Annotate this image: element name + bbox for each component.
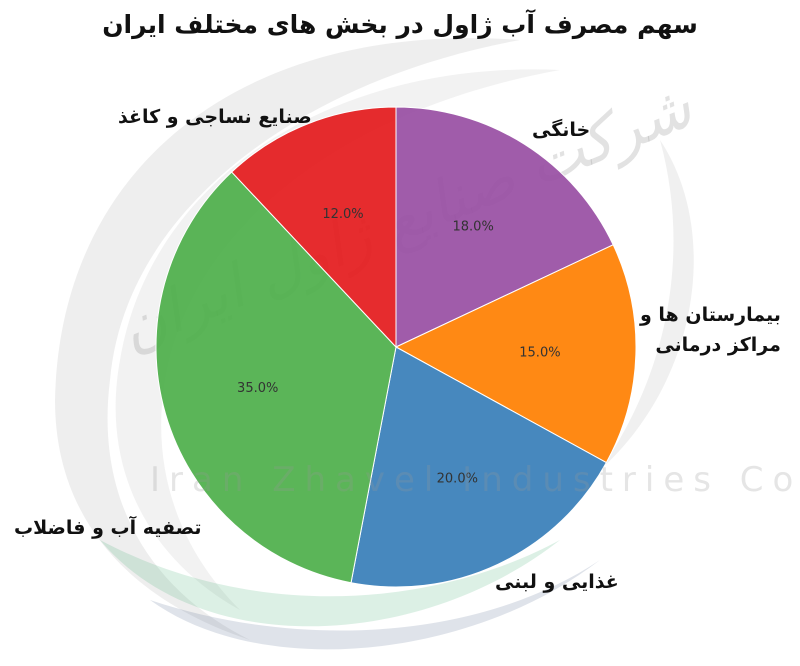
slice-label-hospital: بیمارستان ها و مراکز درمانی xyxy=(640,300,781,361)
slice-label-household: خانگی xyxy=(532,119,591,141)
pie-slice-food xyxy=(350,346,607,588)
slice-label-food: غذایی و لبنی xyxy=(495,571,619,593)
pie-slice-hospital xyxy=(394,244,637,464)
pie-percent-label-water: 35.0% xyxy=(237,381,278,396)
pie-slice-textile xyxy=(231,106,397,349)
chart-title: سهم مصرف آب ژاول در بخش های مختلف ایران xyxy=(102,10,698,39)
pie-percent-label-household: 18.0% xyxy=(453,219,494,234)
pie-slice-household xyxy=(395,106,614,348)
pie-slice-water xyxy=(155,171,397,584)
pie-percent-label-textile: 12.0% xyxy=(322,207,363,222)
pie-percent-label-hospital: 15.0% xyxy=(519,346,560,361)
watermark-latin-text: Iran Zhavel Industries Co xyxy=(150,460,800,500)
slice-label-textile: صنایع نساجی و کاغذ xyxy=(118,106,312,128)
slice-label-water: تصفیه آب و فاضلاب xyxy=(14,517,202,539)
slice-label-hospital-line2: مراکز درمانی xyxy=(655,334,781,357)
pie-percent-label-food: 20.0% xyxy=(437,471,478,486)
slice-label-hospital-line1: بیمارستان ها و xyxy=(640,304,781,326)
